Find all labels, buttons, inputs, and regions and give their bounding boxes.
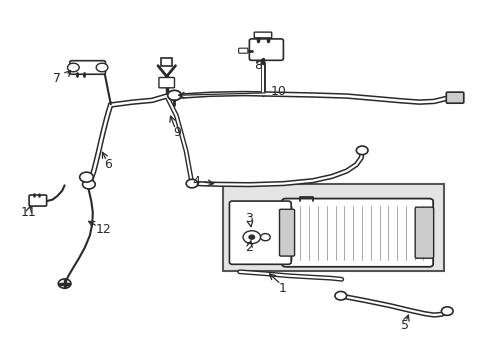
Circle shape [441, 307, 452, 315]
Bar [222, 184, 443, 271]
Text: 7: 7 [53, 72, 61, 85]
Circle shape [248, 235, 254, 239]
Text: 3: 3 [245, 212, 253, 225]
Text: 10: 10 [270, 85, 286, 98]
Circle shape [167, 90, 181, 100]
FancyBboxPatch shape [229, 201, 290, 264]
Circle shape [243, 231, 260, 244]
FancyBboxPatch shape [70, 61, 105, 74]
FancyBboxPatch shape [249, 39, 283, 60]
Text: 11: 11 [20, 206, 36, 219]
Text: 2: 2 [245, 240, 253, 254]
FancyBboxPatch shape [282, 199, 432, 267]
Text: 8: 8 [254, 59, 262, 72]
Text: 9: 9 [173, 126, 181, 139]
Circle shape [58, 279, 71, 288]
Text: 6: 6 [104, 158, 112, 171]
Circle shape [67, 63, 79, 72]
FancyBboxPatch shape [238, 48, 247, 53]
Text: 4: 4 [192, 175, 200, 188]
FancyBboxPatch shape [159, 77, 174, 88]
Circle shape [186, 179, 198, 188]
Circle shape [82, 180, 95, 189]
Circle shape [260, 234, 270, 241]
FancyBboxPatch shape [414, 207, 433, 258]
Circle shape [96, 63, 108, 72]
Text: 5: 5 [400, 319, 408, 332]
Text: 12: 12 [96, 223, 111, 236]
FancyBboxPatch shape [254, 32, 271, 38]
Circle shape [80, 172, 93, 182]
Circle shape [356, 146, 367, 155]
FancyBboxPatch shape [446, 92, 463, 103]
FancyBboxPatch shape [279, 209, 294, 256]
Circle shape [334, 292, 346, 300]
Text: 1: 1 [278, 282, 286, 295]
FancyBboxPatch shape [29, 195, 46, 206]
